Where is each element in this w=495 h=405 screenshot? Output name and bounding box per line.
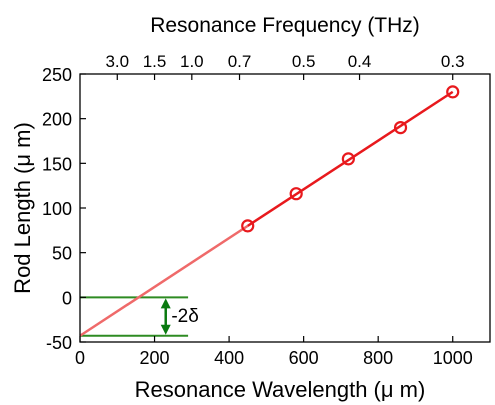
arrow-head-down <box>161 325 171 335</box>
x-tick-label: 600 <box>289 348 319 368</box>
y-tick-label: 0 <box>62 288 72 308</box>
annotation-layer: -2δ <box>80 297 199 335</box>
x-tick-label: 800 <box>363 348 393 368</box>
y-tick-label: 150 <box>42 154 72 174</box>
data-layer <box>80 86 458 335</box>
x-axis-label: Resonance Wavelength (μ m) <box>135 377 426 402</box>
top-tick-label: 1.5 <box>143 52 167 71</box>
x-tick-label: 400 <box>214 348 244 368</box>
top-tick-label: 1.0 <box>180 52 204 71</box>
x-tick-label: 0 <box>75 348 85 368</box>
top-tick-label: 0.5 <box>292 52 316 71</box>
extrapolated-line <box>80 226 248 336</box>
y-tick-label: 200 <box>42 110 72 130</box>
y-axis-label: Rod Length (μ m) <box>10 122 35 294</box>
top-tick-label: 0.7 <box>228 52 252 71</box>
top-axis-label: Resonance Frequency (THz) <box>150 14 420 37</box>
arrow-label: -2δ <box>171 306 198 327</box>
top-tick-label: 0.3 <box>441 52 465 71</box>
x-tick-label: 1000 <box>433 348 473 368</box>
y-tick-label: 250 <box>42 65 72 85</box>
y-tick-label: 50 <box>52 244 72 264</box>
y-tick-label: -50 <box>46 333 72 353</box>
top-tick-label: 0.4 <box>348 52 372 71</box>
top-tick-label: 3.0 <box>105 52 129 71</box>
y-tick-label: 100 <box>42 199 72 219</box>
plot-frame <box>80 74 490 342</box>
x-tick-label: 200 <box>140 348 170 368</box>
series-line <box>248 92 453 226</box>
arrow-head-up <box>161 298 171 308</box>
